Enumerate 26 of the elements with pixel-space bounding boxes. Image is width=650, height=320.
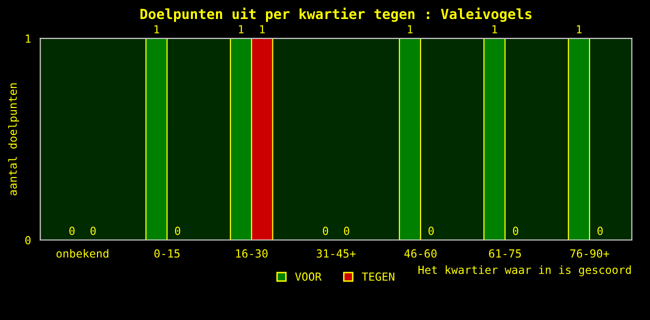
x-tick-label: 46-60: [404, 249, 437, 258]
data-label: 0: [597, 226, 603, 236]
legend-label: VOOR: [295, 272, 322, 281]
x-tick-label: onbekend: [56, 249, 108, 258]
x-tick-label: 16-30: [236, 249, 268, 258]
data-label: 1: [492, 25, 498, 34]
data-label: 0: [512, 226, 518, 236]
legend-label: TEGEN: [362, 272, 394, 281]
data-label: 1: [408, 25, 413, 34]
data-label: 1: [260, 25, 265, 34]
data-label: 0: [428, 226, 434, 236]
chart-title: Doelpunten uit per kwartier tegen : Valeivogels: [140, 8, 532, 22]
y-axis-title: aantal doelpunten: [8, 83, 20, 196]
data-label: 0: [90, 226, 96, 236]
data-label: 1: [238, 25, 244, 34]
data-label: 0: [174, 226, 180, 236]
data-label: 0: [69, 226, 75, 236]
x-tick-label: 0-15: [154, 249, 180, 258]
data-label: 1: [154, 25, 160, 34]
data-label: 1: [576, 25, 582, 34]
x-tick-label: 31-45+: [316, 249, 356, 258]
data-label: 0: [322, 226, 328, 236]
x-tick-label: 61-75: [489, 249, 521, 258]
x-axis-title: Het kwartier waar in is gescoord: [418, 265, 631, 276]
data-label: 0: [344, 226, 350, 236]
x-tick-label: 76-90+: [570, 249, 610, 258]
